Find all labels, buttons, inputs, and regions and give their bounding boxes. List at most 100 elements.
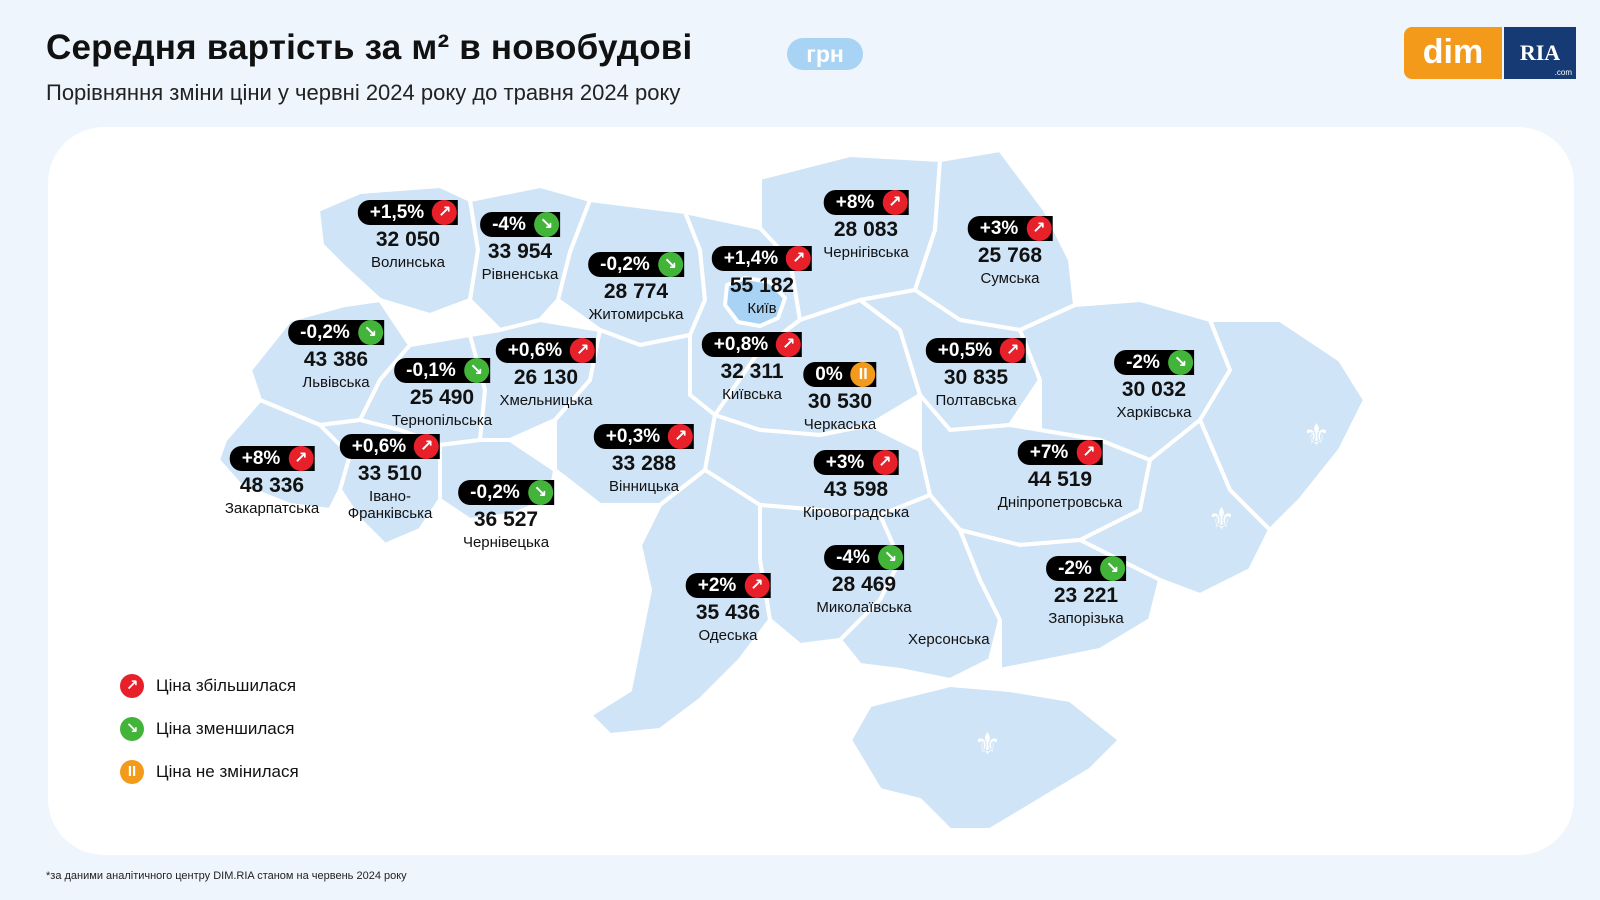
change-badge: -2% ↘	[1046, 556, 1126, 581]
change-value: -0,2%	[470, 482, 520, 503]
region-name: Миколаївська	[816, 599, 912, 616]
change-badge: +3% ↗	[813, 450, 899, 475]
change-badge: -0,2% ↘	[288, 320, 384, 345]
region-name: Дніпропетровська	[997, 494, 1123, 511]
region-price: 36 527	[473, 508, 539, 531]
change-value: +0,3%	[605, 426, 661, 447]
arrow-up-right-icon: ↗	[1076, 440, 1102, 465]
change-value: +7%	[1029, 442, 1069, 463]
region-name: Харківська	[1116, 404, 1192, 421]
region-price: 23 221	[1053, 584, 1119, 607]
change-badge: +7% ↗	[1017, 440, 1103, 465]
region-name: Запорізька	[1048, 610, 1124, 627]
change-badge: +1,4% ↗	[711, 246, 813, 271]
arrow-down-right-icon: ↘	[657, 252, 683, 277]
change-badge: +1,5% ↗	[357, 200, 459, 225]
region-price: 26 130	[513, 366, 579, 389]
arrow-up-right-icon: ↗	[882, 190, 908, 215]
arrow-up-right-icon: ↗	[1000, 338, 1026, 363]
pause-icon: II	[850, 362, 876, 387]
change-value: +2%	[697, 575, 737, 596]
arrow-up-right-icon: ↗	[786, 246, 812, 271]
arrow-down-right-icon: ↘	[533, 212, 559, 237]
change-badge: -0,1% ↘	[394, 358, 490, 383]
map-region-crimea	[848, 683, 1122, 832]
change-badge: -2% ↘	[1114, 350, 1194, 375]
region-price: 28 774	[603, 280, 669, 303]
map-region-odeska	[588, 468, 772, 737]
change-badge: -0,2% ↘	[588, 252, 684, 277]
arrow-up-right-icon: ↗	[744, 573, 770, 598]
arrow-down-right-icon: ↘	[1167, 350, 1193, 375]
map-region-donetska	[1078, 418, 1272, 597]
change-badge: +0,8% ↗	[701, 332, 803, 357]
change-badge: -4% ↘	[824, 545, 904, 570]
change-badge: +0,6% ↗	[495, 338, 597, 363]
region-name: Кіровоградська	[802, 504, 910, 521]
region-name: Волинська	[371, 254, 445, 271]
region-name: Закарпатська	[224, 500, 320, 517]
change-value: +3%	[825, 452, 865, 473]
region-label-khersonska: Херсонська	[908, 631, 990, 648]
change-badge: -0,2% ↘	[458, 480, 554, 505]
region-name: Хмельницька	[499, 392, 593, 409]
region-name: Рівненська	[481, 266, 559, 283]
region-name: Сумська	[980, 270, 1040, 287]
change-value: -0,2%	[600, 254, 650, 275]
logo-ria: RIA .com	[1504, 27, 1576, 79]
region-price: 33 288	[611, 452, 677, 475]
change-value: +0,6%	[351, 436, 407, 457]
logo-dim: dim	[1404, 27, 1502, 79]
pause-icon: II	[120, 760, 144, 784]
region-price: 43 598	[823, 478, 889, 501]
legend-label: Ціна збільшилася	[156, 676, 297, 695]
map-city-kyiv	[723, 276, 787, 328]
change-badge: +3% ↗	[967, 216, 1053, 241]
change-badge: 0% II	[803, 362, 877, 387]
logo-ria-text: RIA	[1519, 40, 1561, 65]
change-badge: +2% ↗	[685, 573, 771, 598]
region-price: 25 490	[409, 386, 475, 409]
region-name: Житомирська	[588, 306, 684, 323]
change-badge: +0,6% ↗	[339, 434, 441, 459]
page-title: Середня вартість за м² в новобудові	[46, 28, 693, 67]
change-value: +0,8%	[713, 334, 769, 355]
region-price: 30 835	[943, 366, 1009, 389]
map-region-luhanska	[1198, 318, 1367, 532]
change-badge: +0,5% ↗	[925, 338, 1027, 363]
change-value: -0,2%	[300, 322, 350, 343]
arrow-up-right-icon: ↗	[570, 338, 596, 363]
legend-label: Ціна не змінилася	[156, 762, 299, 781]
region-price: 32 050	[375, 228, 441, 251]
arrow-up-right-icon: ↗	[872, 450, 898, 475]
arrow-up-right-icon: ↗	[776, 332, 802, 357]
change-value: -0,1%	[406, 360, 456, 381]
change-value: +8%	[835, 192, 875, 213]
region-name: Львівська	[302, 374, 370, 391]
trident-icon: ⚜	[1303, 419, 1330, 452]
arrow-up-right-icon: ↗	[288, 446, 314, 471]
legend-label: Ціна зменшилася	[156, 719, 295, 738]
region-name: Полтавська	[935, 392, 1017, 409]
trident-icon: ⚜	[974, 728, 1001, 761]
change-value: +0,5%	[937, 340, 993, 361]
region-price: 28 469	[831, 573, 897, 596]
arrow-down-right-icon: ↘	[1099, 556, 1125, 581]
change-badge: +8% ↗	[823, 190, 909, 215]
change-value: 0%	[815, 364, 843, 385]
region-name: Одеська	[698, 627, 758, 644]
region-name: Вінницька	[609, 478, 679, 495]
region-name: Київ	[747, 300, 777, 317]
change-badge: +8% ↗	[229, 446, 315, 471]
region-name: Івано- Франківська	[347, 488, 433, 522]
arrow-up-right-icon: ↗	[120, 674, 144, 698]
arrow-up-right-icon: ↗	[668, 424, 694, 449]
change-value: -2%	[1126, 352, 1160, 373]
arrow-up-right-icon: ↗	[432, 200, 458, 225]
page-subtitle: Порівняння зміни ціни у червні 2024 року…	[46, 80, 681, 105]
change-value: +0,6%	[507, 340, 563, 361]
change-badge: -4% ↘	[480, 212, 560, 237]
trident-icon: ⚜	[1208, 503, 1235, 536]
region-name: Київська	[722, 386, 782, 403]
change-badge: +0,3% ↗	[593, 424, 695, 449]
